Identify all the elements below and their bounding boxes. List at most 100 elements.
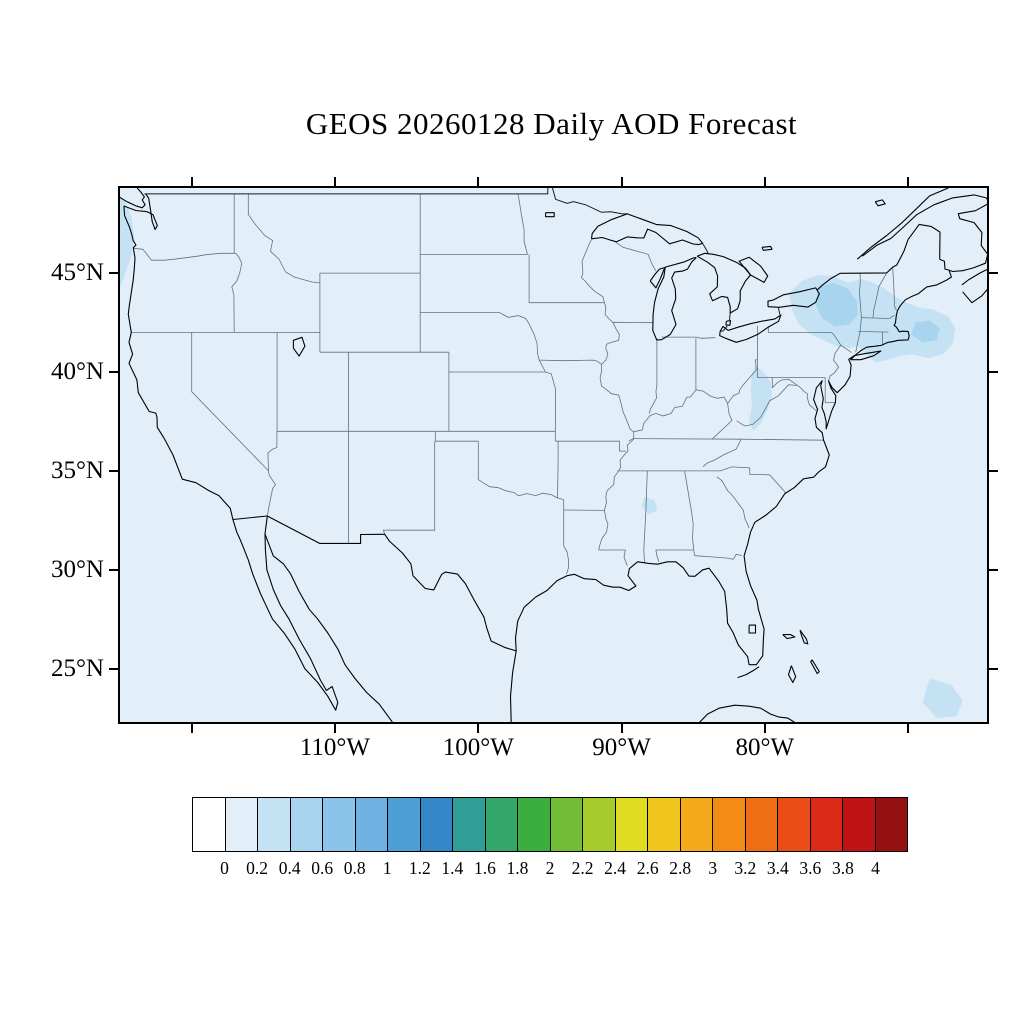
aod-patch [749,366,772,432]
colorbar-label: 1.2 [408,858,431,878]
state-border [643,470,648,563]
map-panel: 110°W 100°W 90°W 80°W 45°N 40°N 35°N 30°N 25°N [51,177,998,761]
colorbar-cell [615,798,648,851]
coastline [292,336,306,357]
colorbar-label: 1.6 [473,858,496,878]
state-border [840,344,852,353]
lon-axis-label: 80°W [735,734,795,761]
axis-tick [989,272,998,275]
coastline [850,350,882,361]
colorbar-label: 3.8 [831,858,854,878]
coastline [123,205,952,666]
coastline [123,193,158,231]
plot-title: GEOS 20260128 Daily AOD Forecast [305,106,798,141]
state-border [661,336,716,339]
axis-tick [907,724,910,733]
state-border [736,384,798,427]
lon-axis-label: 100°W [442,734,514,761]
coastline [962,288,987,304]
lon-axis-label: 90°W [592,734,651,761]
axis-tick [907,177,910,186]
colorbar-cell [810,798,843,851]
coastline [799,629,809,645]
colorbar-label: 1 [382,858,392,878]
coastline [590,213,704,246]
lat-axis-label: 40°N [50,357,104,385]
coastline [264,533,393,722]
colorbar-cell [453,798,486,851]
us-aod-map [120,188,987,722]
colorbar-label: 2.4 [604,858,627,878]
coastline [748,624,757,634]
state-border [581,277,635,551]
coastline [856,188,949,260]
lat-axis-label: 30°N [50,555,104,583]
coastline [649,266,666,289]
coastline [961,268,987,286]
colorbar-label: 3.2 [734,858,757,878]
colorbar-label: 0.8 [343,858,366,878]
axis-tick [763,724,766,733]
colorbar-cell [420,798,453,851]
colorbar-label: 3.4 [766,858,789,878]
coastline [545,212,555,218]
state-border [133,247,236,261]
state-border [382,441,436,535]
coastline [738,256,769,283]
coastline [232,515,339,711]
state-border [649,338,658,414]
colorbar-cell [875,798,907,851]
coastline [782,634,796,640]
national-border [720,325,728,332]
colorbar-label: 0.2 [246,858,269,878]
national-border [777,307,781,315]
axis-tick [477,724,480,733]
map-background [120,188,987,722]
lon-axis-label: 110°W [299,734,371,761]
state-border [267,431,278,471]
state-border [528,322,546,373]
state-border [655,549,660,562]
state-border [772,379,798,389]
state-border [517,193,528,255]
lat-axis-label: 25°N [50,654,104,682]
state-border [892,267,897,311]
coastline [737,666,760,679]
coastline [725,319,732,326]
aod-patch [911,320,940,343]
colorbar [192,797,908,852]
state-border [872,272,888,319]
state-border [539,359,602,365]
axis-tick [333,177,336,186]
colorbar-cell [193,798,226,851]
state-border [797,385,818,412]
coastline [874,199,886,207]
axis-tick [333,724,336,733]
state-border [716,476,750,529]
state-border [861,314,895,319]
axis-tick [190,177,193,186]
national-border [144,188,628,215]
colorbar-cell [485,798,518,851]
colorbar-cell [713,798,746,851]
colorbar-cell [550,798,583,851]
colorbar-cell [258,798,291,851]
colorbar-cell [778,798,811,851]
state-border [694,553,742,560]
colorbar-label: 1.4 [441,858,464,878]
colorbar-cell [290,798,323,851]
axis-tick [989,469,998,472]
axis-tick [620,724,623,733]
state-border [684,470,695,556]
lat-axis-label: 35°N [50,456,104,484]
state-border [711,403,733,440]
state-border [191,332,276,517]
colorbar-label: 1.8 [506,858,529,878]
axis-tick [109,667,118,670]
colorbar-cell [518,798,551,851]
state-border [555,440,626,452]
state-border [828,344,842,382]
colorbar-cell [225,798,258,851]
axis-tick [109,370,118,373]
axis-tick [477,177,480,186]
